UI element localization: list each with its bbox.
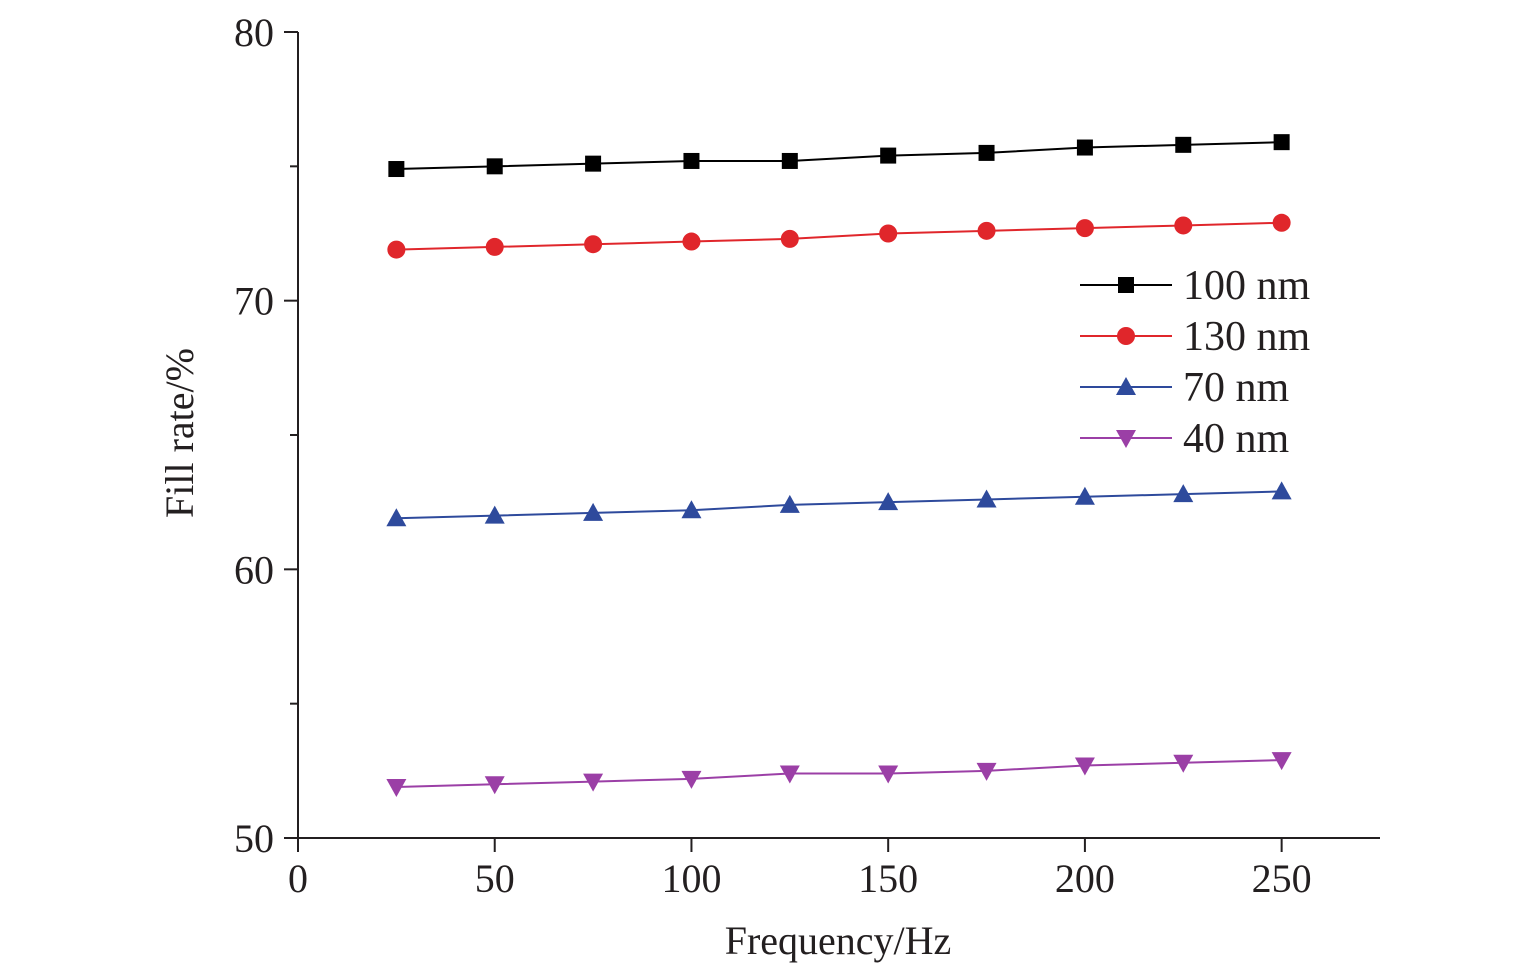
x-tick-label: 100 xyxy=(661,856,721,901)
y-axis-title: Fill rate/% xyxy=(157,348,202,518)
legend-item: 70 nm xyxy=(1080,365,1290,411)
data-point xyxy=(484,776,505,795)
series-line xyxy=(396,221,1282,251)
data-point xyxy=(681,500,702,519)
data-point xyxy=(880,147,897,164)
x-tick-label: 250 xyxy=(1252,856,1312,901)
data-point xyxy=(1273,134,1290,151)
data-point xyxy=(878,492,899,511)
legend-item: 100 nm xyxy=(1080,263,1311,309)
data-point xyxy=(780,229,799,248)
data-point xyxy=(1074,757,1095,776)
data-point xyxy=(387,240,406,259)
data-point xyxy=(486,158,503,175)
y-tick-label: 60 xyxy=(234,547,274,592)
legend-marker xyxy=(1118,277,1134,293)
legend-marker xyxy=(1116,377,1136,395)
y-tick-label: 50 xyxy=(234,816,274,861)
legend-marker xyxy=(1117,327,1135,345)
data-point xyxy=(683,152,700,169)
data-point xyxy=(681,770,702,789)
y-tick-label: 70 xyxy=(234,279,274,324)
data-point xyxy=(583,502,604,521)
data-point xyxy=(485,237,504,256)
data-point xyxy=(779,765,800,784)
series-1 xyxy=(387,213,1291,259)
legend-marker xyxy=(1116,430,1136,448)
data-point xyxy=(682,232,701,251)
legend-label: 100 nm xyxy=(1183,263,1311,309)
series-line xyxy=(396,759,1282,788)
x-tick-label: 150 xyxy=(858,856,918,901)
series-0 xyxy=(388,134,1290,178)
data-point xyxy=(1272,213,1291,232)
data-point xyxy=(1174,216,1193,235)
data-point xyxy=(388,161,405,178)
data-point xyxy=(1173,754,1194,773)
data-point xyxy=(976,489,997,508)
legend-label: 130 nm xyxy=(1183,314,1311,360)
series-2 xyxy=(386,481,1292,527)
data-point xyxy=(1074,486,1095,505)
data-point xyxy=(781,152,798,169)
data-point xyxy=(779,494,800,513)
series-3 xyxy=(386,752,1292,797)
data-point xyxy=(1076,139,1093,156)
data-point xyxy=(386,778,407,797)
data-point xyxy=(879,224,898,243)
data-point xyxy=(386,508,407,527)
data-point xyxy=(1271,481,1292,500)
data-point xyxy=(585,155,602,172)
x-tick-label: 0 xyxy=(288,856,308,901)
legend-item: 40 nm xyxy=(1080,416,1290,462)
data-point xyxy=(1271,752,1292,771)
axes: 50 60 70 80 0 50 100 150 200 250 xyxy=(234,10,1380,901)
data-point xyxy=(484,505,505,524)
data-point xyxy=(978,144,995,161)
legend-label: 70 nm xyxy=(1183,365,1290,411)
data-point xyxy=(1173,484,1194,503)
x-tick-label: 200 xyxy=(1055,856,1115,901)
series-line xyxy=(396,141,1282,171)
x-tick-label: 50 xyxy=(475,856,515,901)
data-point xyxy=(1075,219,1094,238)
y-tick-label: 80 xyxy=(234,10,274,55)
data-point xyxy=(584,235,603,254)
legend-label: 40 nm xyxy=(1183,416,1290,462)
series-layer xyxy=(386,134,1292,797)
data-point xyxy=(583,773,604,792)
data-point xyxy=(976,762,997,781)
series-line xyxy=(396,490,1282,520)
legend-item: 130 nm xyxy=(1080,314,1311,360)
data-point xyxy=(1175,136,1192,153)
legend: 100 nm 130 nm 70 nm 40 nm xyxy=(1080,263,1311,462)
data-point xyxy=(977,221,996,240)
data-point xyxy=(878,765,899,784)
x-axis-title: Frequency/Hz xyxy=(725,918,952,963)
